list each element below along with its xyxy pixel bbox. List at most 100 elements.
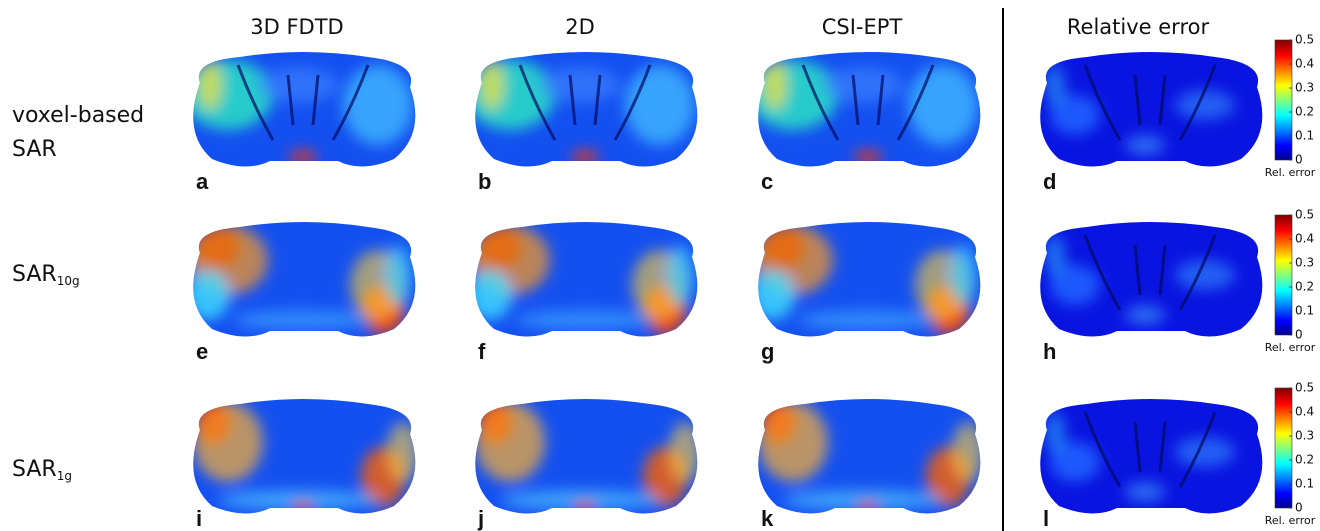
panel-letter: b (478, 169, 491, 194)
heatmap-blob (258, 67, 338, 103)
colorbar-tick-label: 0 (1295, 501, 1303, 515)
heatmap-panel (475, 52, 698, 167)
heatmap-blob (783, 490, 943, 510)
heatmap-blob (758, 402, 828, 482)
heatmap-image (1040, 52, 1263, 167)
row-label: voxel-based (12, 103, 144, 128)
column-header: Relative error (1067, 15, 1210, 39)
anatomy-edge (236, 64, 370, 141)
heatmap-image (758, 399, 981, 514)
panel-letter: g (761, 339, 774, 364)
heatmap-panel (758, 52, 981, 167)
heatmap-blob (573, 502, 597, 512)
heatmap-blob (1125, 482, 1165, 502)
heatmap-blob (669, 422, 698, 482)
heatmap-blob (480, 60, 504, 110)
heatmap-panel (475, 399, 698, 514)
heatmap-panel (193, 222, 416, 337)
heatmap-blob (193, 270, 230, 320)
heatmap-blob (475, 60, 555, 130)
colorbar-tick-label: 0.5 (1295, 33, 1314, 47)
anatomy-edge (801, 64, 935, 141)
column-header: 3D FDTD (250, 15, 343, 39)
anatomy-edge (518, 64, 652, 141)
heatmap-blob (758, 60, 838, 130)
heatmap-blob (540, 67, 620, 103)
heatmap-blob (193, 60, 273, 130)
heatmap-panel (1040, 222, 1263, 337)
colorbar-tick-label: 0.4 (1295, 232, 1314, 246)
colorbar-tick-label: 0.3 (1295, 256, 1314, 270)
heatmap-blob (1175, 260, 1235, 290)
row-label-base: SAR (12, 262, 57, 287)
panel-letter: c (761, 169, 773, 194)
colorbar-tick-label: 0.1 (1295, 477, 1314, 491)
heatmap-blobs (193, 225, 412, 335)
heatmap-blob (1045, 65, 1065, 105)
panel-letter: a (196, 169, 209, 194)
heatmap-blob (823, 67, 903, 103)
colorbar-label: Rel. error (1265, 514, 1316, 527)
colorbar-tick-label: 0.2 (1295, 105, 1314, 119)
heatmap-blob (475, 270, 512, 320)
heatmap-blob (1125, 135, 1165, 155)
heatmap-blob (1050, 265, 1100, 305)
colorbar-tick-label: 0.5 (1295, 381, 1314, 395)
row-label: SAR10g (12, 262, 80, 288)
row-label: SAR1g (12, 457, 72, 483)
heatmap-image (475, 222, 698, 337)
heatmap-blob (854, 151, 882, 163)
colorbar-tick-label: 0.1 (1295, 129, 1314, 143)
heatmap-panel (758, 222, 981, 337)
heatmap-blob (1045, 412, 1065, 452)
heatmap-blob (515, 310, 655, 330)
heatmap-image (193, 52, 416, 167)
colorbar (1274, 214, 1293, 336)
colorbar-tick-label: 0 (1295, 153, 1303, 167)
column-header: CSI-EPT (822, 15, 903, 39)
row-label: SAR (12, 137, 57, 162)
heatmap-blob (952, 422, 981, 482)
colorbar-tick-label: 0.2 (1295, 453, 1314, 467)
heatmap-blob (1175, 90, 1235, 120)
heatmap-blob (763, 60, 787, 110)
heatmap-image (193, 399, 416, 514)
colorbar-label: Rel. error (1265, 341, 1316, 354)
panel-letter: e (196, 339, 208, 364)
panel-letter: j (477, 506, 484, 531)
heatmap-blob (289, 151, 317, 163)
heatmap-blob (1125, 305, 1165, 325)
heatmap-blob (1045, 235, 1065, 275)
panel-letter: f (478, 339, 486, 364)
colorbar (1274, 387, 1293, 509)
colorbar-tick-label: 0.3 (1295, 81, 1314, 95)
heatmap-panel (1040, 52, 1263, 167)
heatmap-blob (666, 245, 694, 305)
anatomy-edge (1083, 411, 1217, 488)
heatmap-blobs (475, 225, 694, 335)
heatmap-image (1040, 222, 1263, 337)
heatmap-blob (1050, 95, 1100, 135)
heatmap-blob (343, 65, 413, 145)
heatmap-blob (218, 490, 378, 510)
heatmap-blob (856, 502, 880, 512)
heatmap-blob (798, 310, 938, 330)
heatmap-blob (500, 490, 660, 510)
heatmap-panel (475, 222, 698, 337)
heatmap-blob (291, 502, 315, 512)
heatmap-panel (193, 399, 416, 514)
column-header: 2D (565, 15, 595, 39)
heatmap-blob (949, 245, 977, 305)
colorbar-tick-label: 0.4 (1295, 405, 1314, 419)
heatmap-blob (571, 151, 599, 163)
heatmap-blob (1050, 442, 1100, 482)
panel-letter: d (1043, 169, 1056, 194)
heatmap-blob (625, 65, 695, 145)
row-label-subscript: 10g (57, 274, 80, 288)
heatmap-blob (475, 402, 545, 482)
anatomy-edge (1083, 234, 1217, 311)
heatmap-blob (908, 65, 978, 145)
heatmap-blobs (1045, 65, 1235, 155)
heatmap-image (1040, 399, 1263, 514)
